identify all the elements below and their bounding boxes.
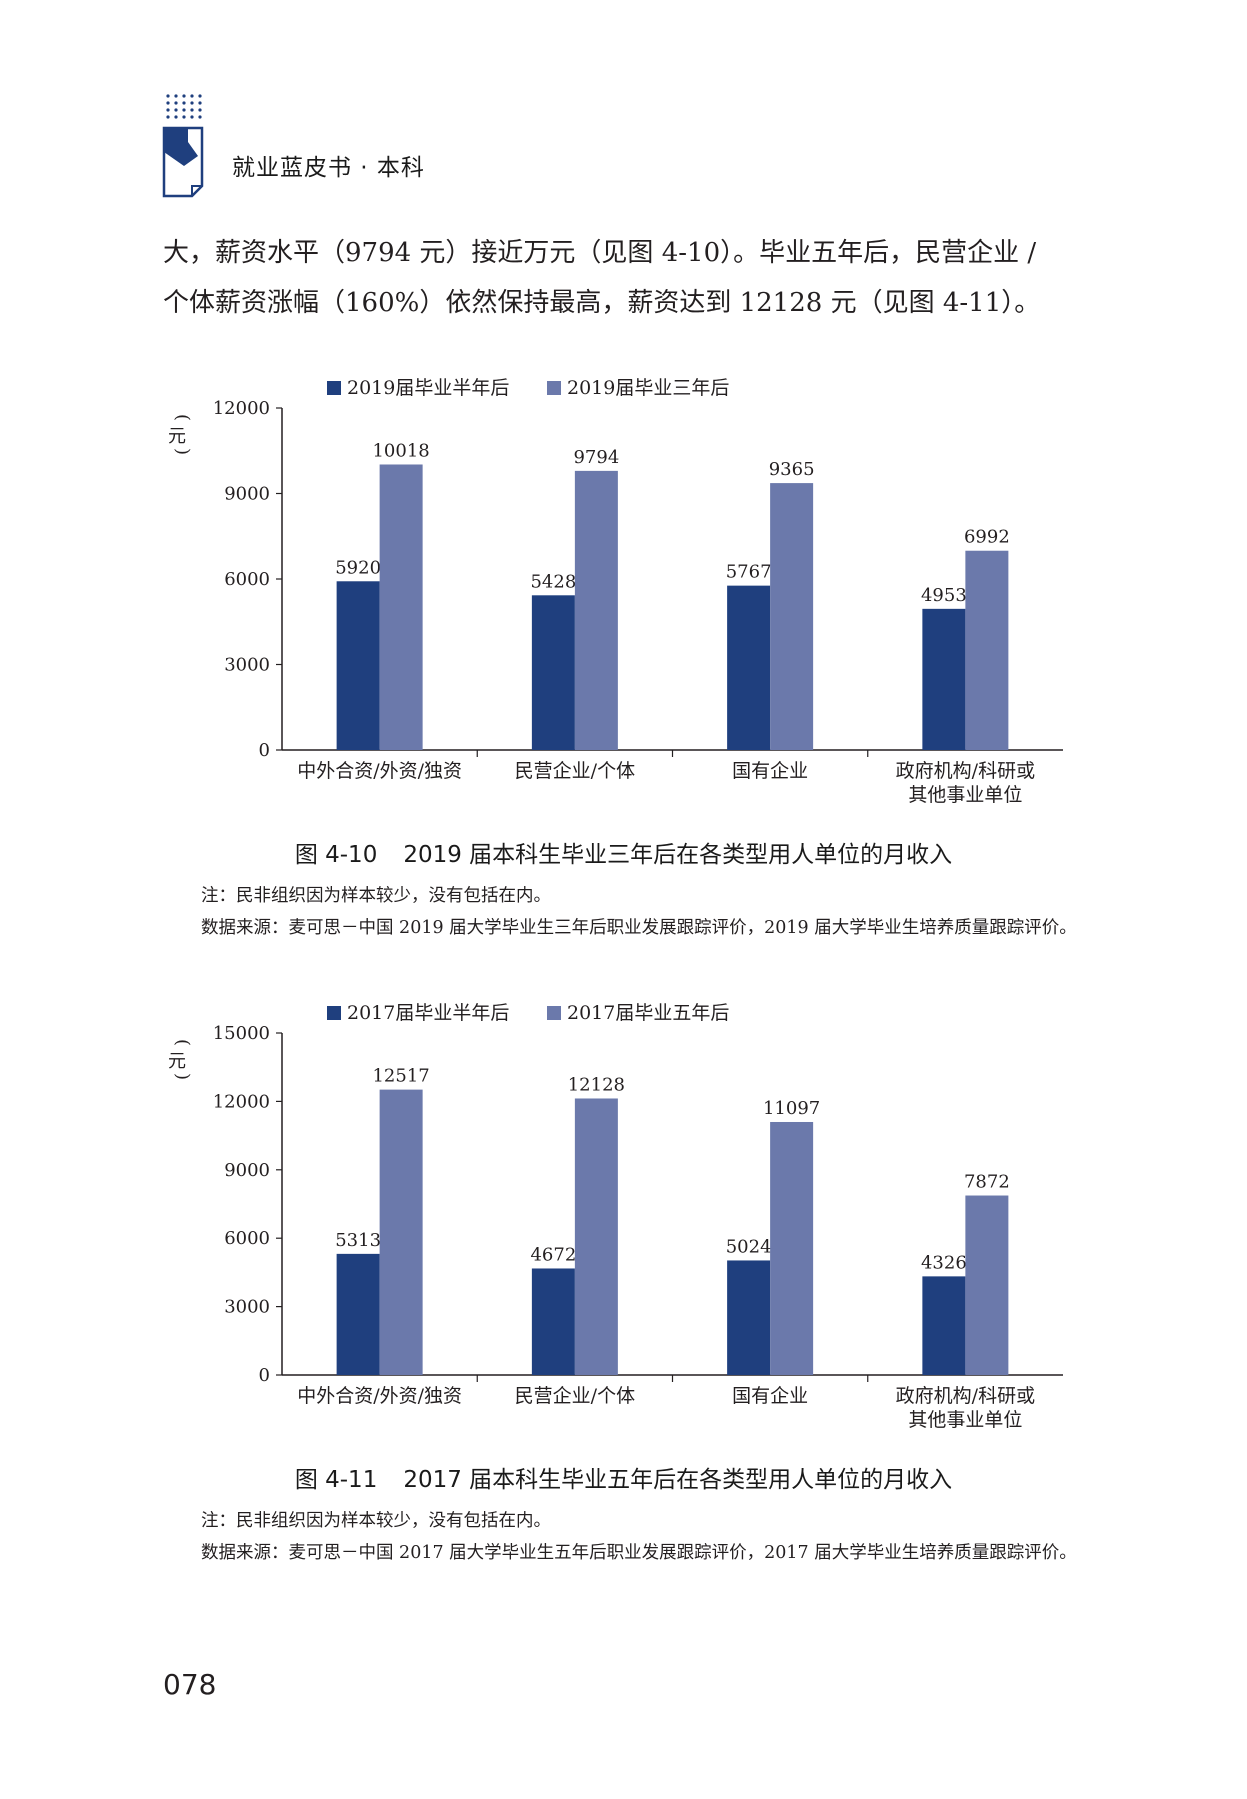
x-category-label: 其他事业单位	[908, 1409, 1022, 1431]
bar	[531, 595, 575, 750]
x-category-label: 政府机构/科研或	[896, 1385, 1035, 1407]
bar	[336, 1253, 380, 1375]
bar-value-label: 4953	[921, 585, 967, 606]
figure-title: 2017 届本科生毕业五年后在各类型用人单位的月收入	[403, 1467, 953, 1493]
legend-swatch	[327, 1006, 341, 1020]
bar	[965, 1195, 1009, 1375]
bar-value-label: 5428	[530, 571, 576, 592]
bar	[336, 581, 380, 750]
bar	[922, 1276, 966, 1375]
figure-note: 注：民非组织因为样本较少，没有包括在内。	[201, 886, 551, 906]
y-axis-paren: (	[172, 414, 193, 421]
bar	[727, 585, 771, 750]
figure-caption: 图 4-10 2019 届本科生毕业三年后在各类型用人单位的月收入	[0, 835, 1247, 869]
y-tick-label: 6000	[224, 1228, 270, 1249]
y-tick-label: 0	[259, 1365, 270, 1386]
bar-value-label: 4326	[921, 1252, 967, 1273]
y-tick-label: 12000	[213, 398, 270, 419]
bar-chart-figure-4-10: 2019届毕业半年后 2019届毕业三年后 0 3000 6000 9000 12000 ( 元…	[163, 370, 1093, 810]
x-category-label: 民营企业/个体	[515, 1385, 635, 1407]
bar	[727, 1260, 771, 1375]
figure-source: 数据来源：麦可思－中国 2017 届大学毕业生五年后职业发展跟踪评价，2017 …	[201, 1543, 1077, 1563]
x-category-label: 其他事业单位	[908, 784, 1022, 806]
bar	[770, 1121, 814, 1375]
bar	[574, 1098, 618, 1375]
figure-number: 图 4-11	[294, 1467, 378, 1493]
x-category-label: 中外合资/外资/独资	[297, 760, 462, 782]
book-logo-icon	[162, 94, 204, 198]
legend-label: 2019届毕业半年后	[347, 377, 509, 399]
body-line: 大，薪资水平（9794 元）接近万元（见图 4-10）。毕业五年后，民营企业 /	[163, 238, 1037, 268]
y-tick-label: 6000	[224, 569, 270, 590]
figure-number: 图 4-10	[294, 842, 378, 868]
y-axis-paren: (	[172, 1039, 193, 1046]
bar	[531, 1268, 575, 1375]
bar	[574, 470, 618, 750]
bar-value-label: 12517	[372, 1066, 429, 1087]
bar-value-label: 9794	[573, 447, 619, 468]
bar	[379, 1089, 423, 1375]
y-axis-unit: 元	[168, 426, 186, 447]
figure-notes: 注：民非组织因为样本较少，没有包括在内。 数据来源：麦可思－中国 2019 届大…	[163, 880, 1093, 944]
bar-value-label: 5767	[726, 562, 772, 583]
bar-chart-figure-4-11: 2017届毕业半年后 2017届毕业五年后 0 3000 6000 9000 12000 15…	[163, 995, 1093, 1435]
bar	[922, 608, 966, 750]
y-axis-paren: )	[172, 448, 193, 455]
legend-swatch	[547, 381, 561, 395]
bar	[770, 483, 814, 750]
x-category-label: 国有企业	[732, 1385, 808, 1407]
figure-title: 2019 届本科生毕业三年后在各类型用人单位的月收入	[403, 842, 953, 868]
x-category-label: 政府机构/科研或	[896, 760, 1035, 782]
figure-notes: 注：民非组织因为样本较少，没有包括在内。 数据来源：麦可思－中国 2017 届大…	[163, 1505, 1093, 1569]
y-tick-label: 9000	[224, 1160, 270, 1181]
figure-source: 数据来源：麦可思－中国 2019 届大学毕业生三年后职业发展跟踪评价，2019 …	[201, 918, 1077, 938]
bar-value-label: 7872	[964, 1172, 1010, 1193]
bar-value-label: 5920	[335, 557, 381, 578]
y-tick-label: 15000	[213, 1023, 270, 1044]
bar-value-label: 9365	[769, 459, 815, 480]
figure-caption: 图 4-11 2017 届本科生毕业五年后在各类型用人单位的月收入	[0, 1460, 1247, 1494]
bar	[965, 550, 1009, 750]
bar-value-label: 10018	[372, 440, 429, 461]
y-tick-label: 3000	[224, 655, 270, 676]
y-tick-label: 0	[259, 740, 270, 761]
bar-value-label: 5024	[726, 1236, 772, 1257]
legend-label: 2017届毕业半年后	[347, 1002, 509, 1024]
figure-note: 注：民非组织因为样本较少，没有包括在内。	[201, 1511, 551, 1531]
y-axis-paren: )	[172, 1073, 193, 1080]
bar-value-label: 6992	[964, 527, 1010, 548]
x-category-label: 中外合资/外资/独资	[297, 1385, 462, 1407]
body-line: 个体薪资涨幅（160%）依然保持最高，薪资达到 12128 元（见图 4-11）…	[163, 288, 1041, 318]
y-tick-label: 12000	[213, 1091, 270, 1112]
bar-value-label: 5313	[335, 1230, 381, 1251]
bar-value-label: 12128	[568, 1074, 625, 1095]
x-category-label: 民营企业/个体	[515, 760, 635, 782]
y-tick-label: 9000	[224, 484, 270, 505]
legend-swatch	[327, 381, 341, 395]
y-axis-label: ( 元)	[168, 414, 193, 455]
legend-label: 2017届毕业五年后	[567, 1002, 729, 1024]
body-paragraph: 大，薪资水平（9794 元）接近万元（见图 4-10）。毕业五年后，民营企业 /…	[163, 228, 1093, 328]
legend-swatch	[547, 1006, 561, 1020]
bar-value-label: 11097	[763, 1098, 820, 1119]
running-header-title: 就业蓝皮书 · 本科	[232, 155, 425, 181]
legend-label: 2019届毕业三年后	[567, 377, 729, 399]
y-axis-label: ( 元)	[168, 1039, 193, 1080]
chart-svg: 2019届毕业半年后 2019届毕业三年后 0 3000 6000 9000 12000 ( 元…	[168, 377, 1063, 806]
y-axis-unit: 元	[168, 1051, 186, 1072]
bar-value-label: 4672	[530, 1244, 576, 1265]
x-category-label: 国有企业	[732, 760, 808, 782]
y-tick-label: 3000	[224, 1297, 270, 1318]
chart-svg: 2017届毕业半年后 2017届毕业五年后 0 3000 6000 9000 12000 15…	[168, 1002, 1063, 1431]
bar	[379, 464, 423, 750]
page-number: 078	[163, 1668, 217, 1701]
